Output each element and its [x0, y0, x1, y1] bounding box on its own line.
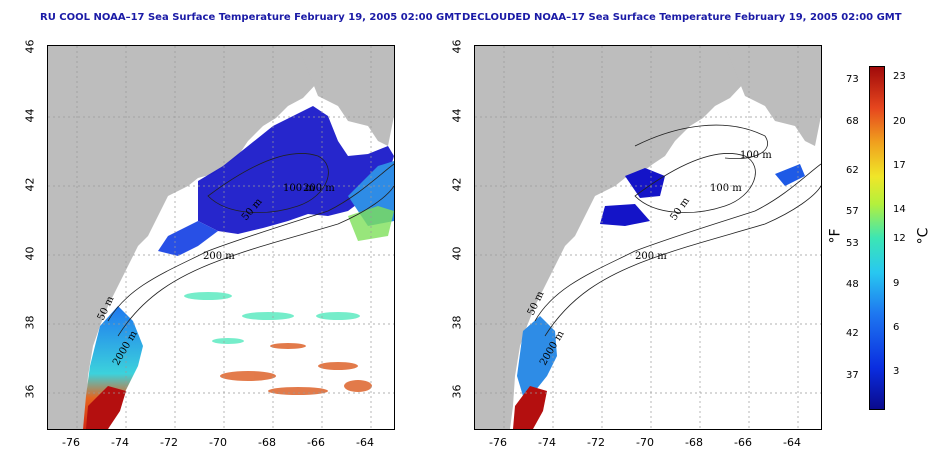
contour-label: 50 m	[668, 195, 692, 223]
lon-tick: -76	[489, 436, 507, 449]
fahrenheit-tick: 48	[846, 279, 859, 290]
contour-label: 100 m	[740, 150, 772, 161]
contour-label: 100 m	[710, 183, 742, 194]
lat-tick: 40	[23, 246, 37, 261]
celsius-tick: 17	[893, 160, 906, 171]
lon-tick: -64	[783, 436, 801, 449]
fahrenheit-tick: 73	[846, 74, 859, 85]
lon-tick: -76	[62, 436, 80, 449]
lon-tick: -66	[734, 436, 752, 449]
contour-label: 200 m	[203, 251, 235, 262]
left-sst-map: 50 m 100 m 200 m 200 m 50 m 2000 m	[47, 45, 395, 430]
celsius-tick: 3	[893, 366, 900, 377]
contour-label: 200 m	[635, 251, 667, 262]
right-sst-map: 100 m 100 m 50 m 200 m 50 m 2000 m	[474, 45, 822, 430]
lon-tick: -74	[538, 436, 556, 449]
lon-tick: -74	[111, 436, 129, 449]
lat-tick: 36	[23, 384, 37, 399]
lon-tick: -66	[307, 436, 325, 449]
lon-tick: -64	[356, 436, 374, 449]
contour-label: 200 m	[303, 183, 335, 194]
lon-tick: -68	[258, 436, 276, 449]
lat-tick: 44	[450, 108, 464, 123]
celsius-tick: 20	[893, 116, 906, 127]
celsius-tick: 6	[893, 322, 900, 333]
temperature-colorbar	[869, 66, 885, 410]
fahrenheit-tick: 53	[846, 238, 859, 249]
lat-tick: 46	[450, 39, 464, 54]
celsius-tick: 9	[893, 278, 900, 289]
fahrenheit-tick: 68	[846, 116, 859, 127]
unit-fahrenheit-label: °F	[827, 228, 844, 244]
lon-tick: -72	[587, 436, 605, 449]
lat-tick: 42	[450, 177, 464, 192]
lat-tick: 38	[450, 315, 464, 330]
lat-tick: 36	[450, 384, 464, 399]
lat-tick: 40	[450, 246, 464, 261]
lon-tick: -68	[685, 436, 703, 449]
fahrenheit-tick: 57	[846, 206, 859, 217]
cold-water-area	[198, 106, 394, 234]
celsius-tick: 23	[893, 71, 906, 82]
contour-label: 100 m	[283, 183, 315, 194]
right-map-title: DECLOUDED NOAA–17 Sea Surface Temperatur…	[462, 12, 902, 23]
lat-tick: 38	[23, 315, 37, 330]
unit-celsius-label: °C	[915, 227, 932, 245]
lon-tick: -72	[160, 436, 178, 449]
lat-tick: 44	[23, 108, 37, 123]
land-area	[48, 46, 394, 429]
lon-tick: -70	[636, 436, 654, 449]
fahrenheit-tick: 42	[846, 328, 859, 339]
lat-tick: 46	[23, 39, 37, 54]
lon-tick: -70	[209, 436, 227, 449]
celsius-tick: 12	[893, 233, 906, 244]
fahrenheit-tick: 62	[846, 165, 859, 176]
left-map-title: RU COOL NOAA–17 Sea Surface Temperature …	[40, 12, 462, 23]
lat-tick: 42	[23, 177, 37, 192]
fahrenheit-tick: 37	[846, 370, 859, 381]
celsius-tick: 14	[893, 204, 906, 215]
